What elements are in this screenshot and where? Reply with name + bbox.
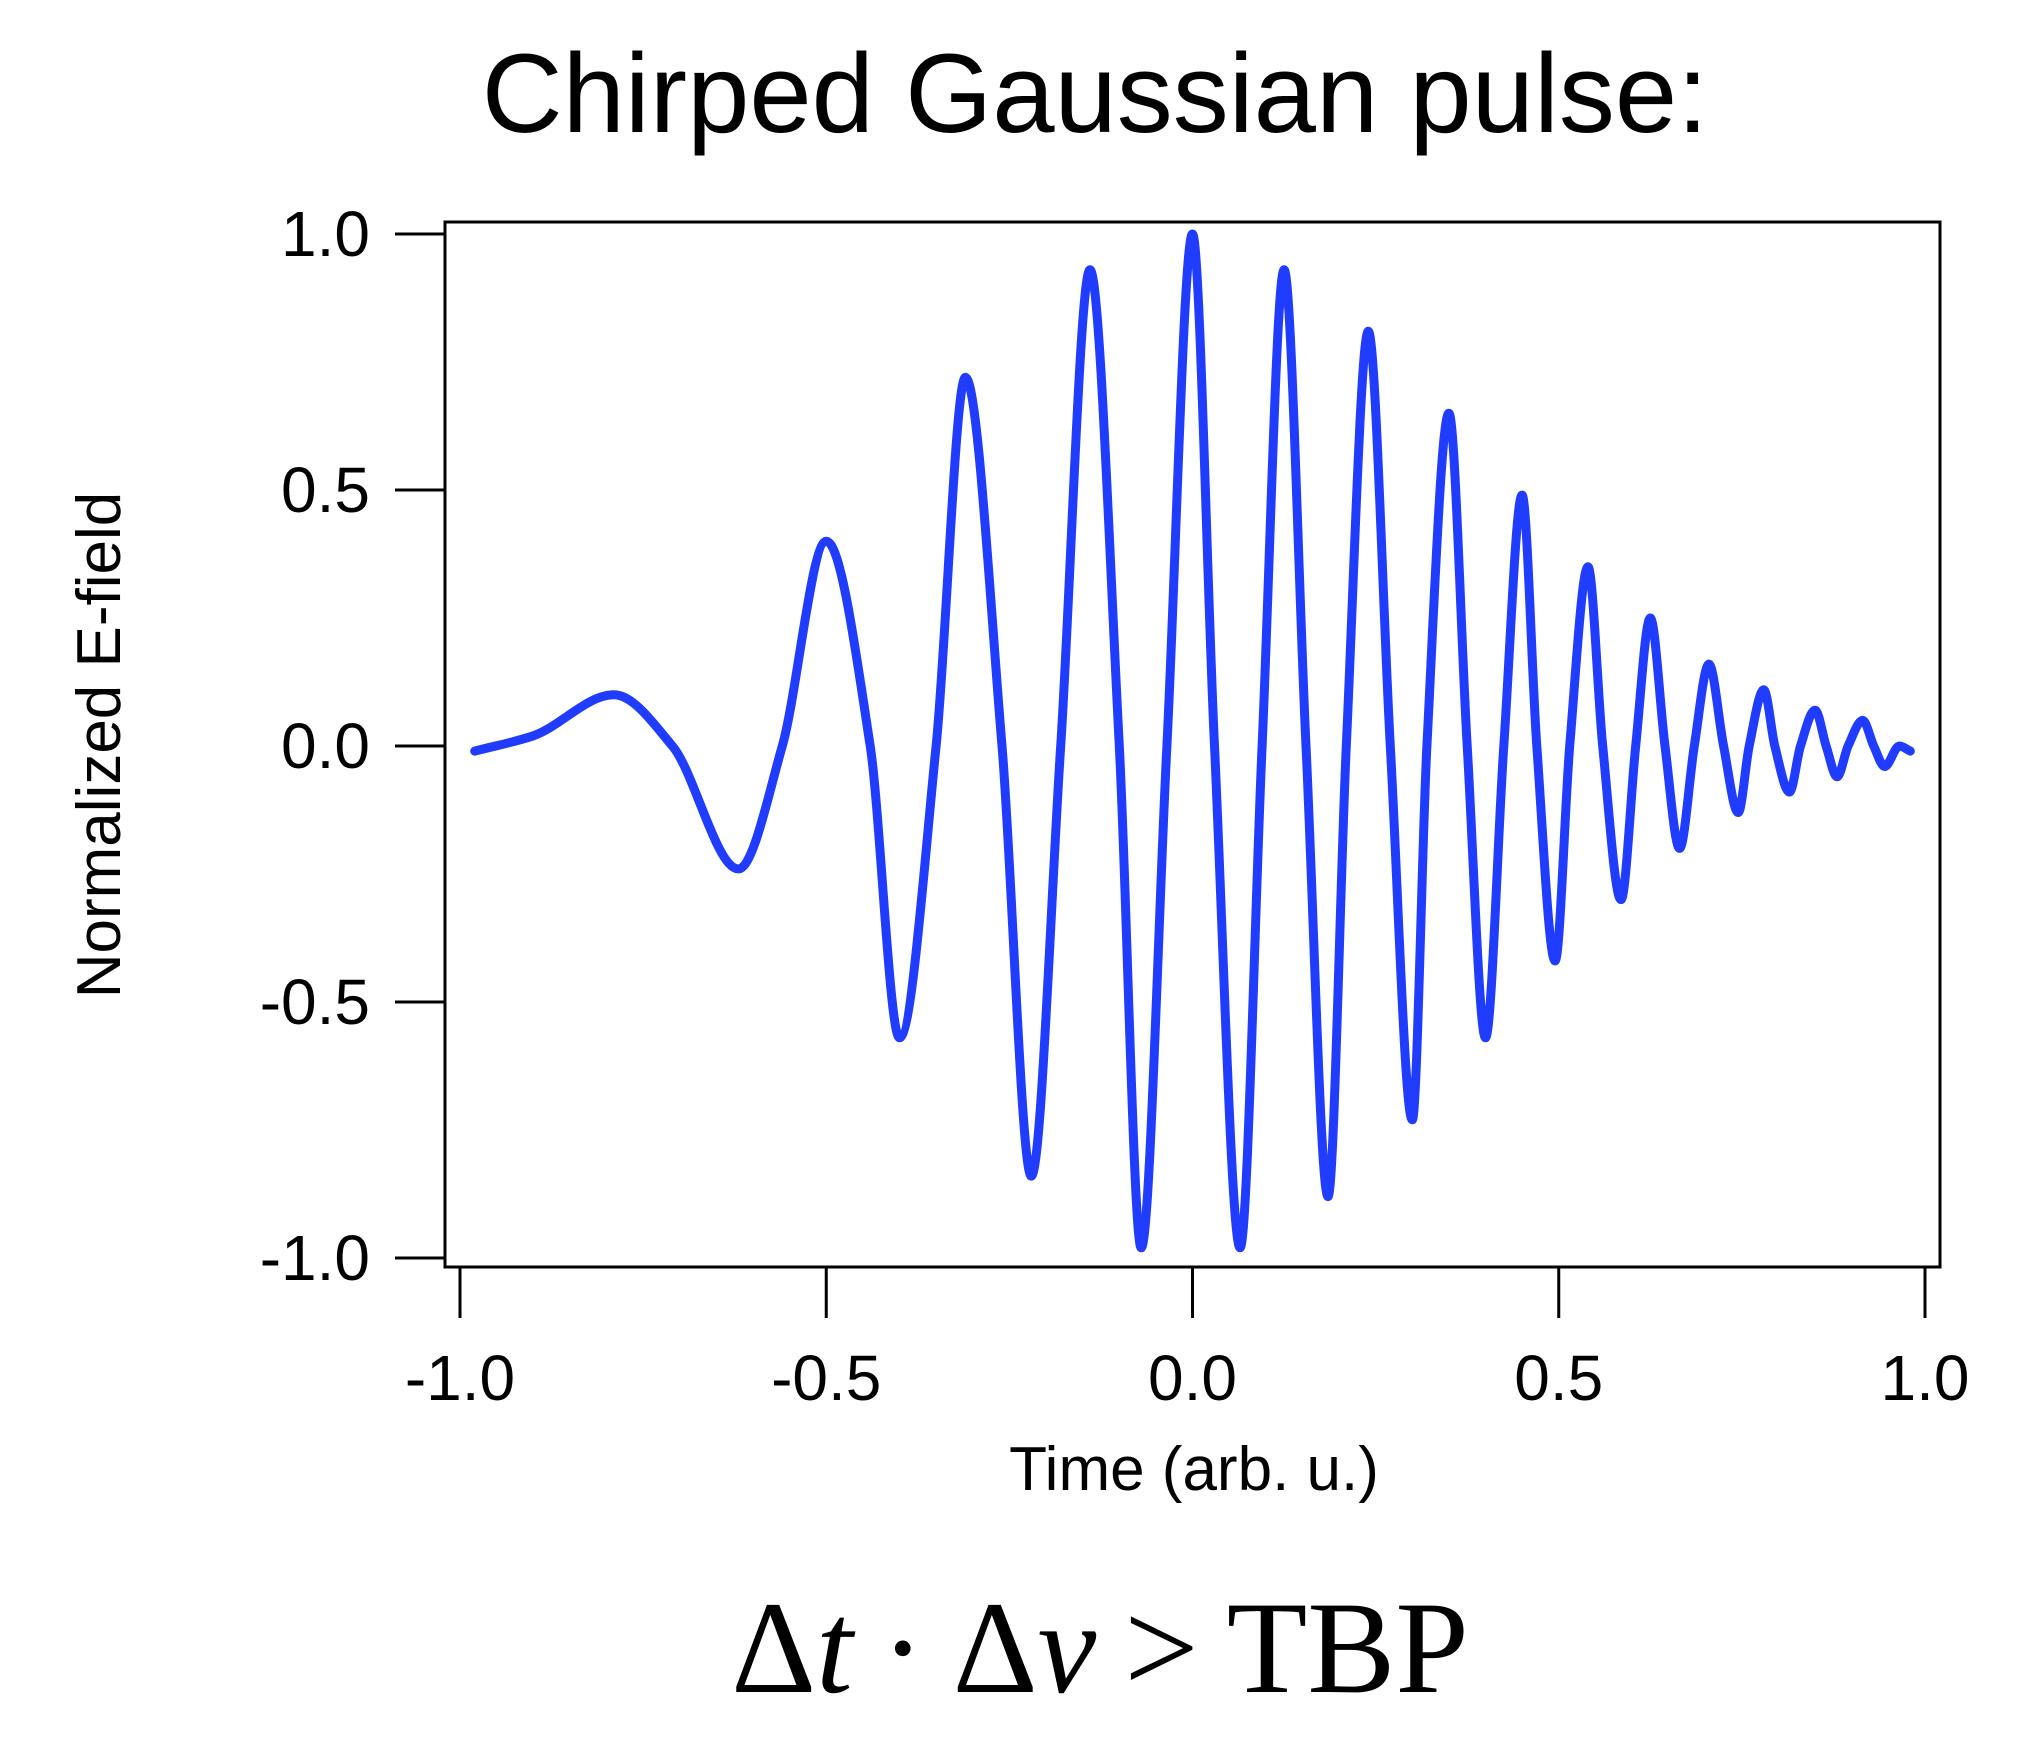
- y-tick-label: 1.0: [281, 198, 370, 270]
- x-tick-label: 0.5: [1514, 1342, 1603, 1414]
- delta-symbol-frequency: Δ: [952, 1574, 1038, 1721]
- y-axis-label: Normalized E-field: [65, 492, 134, 999]
- y-axis: 1.0 0.5 0.0 -0.5 -1.0: [260, 198, 445, 1294]
- x-tick-label: 0.0: [1148, 1342, 1237, 1414]
- x-tick-label: -1.0: [405, 1342, 515, 1414]
- tbp-text: TBP: [1226, 1574, 1469, 1721]
- x-axis-label: Time (arb. u.): [1009, 1435, 1379, 1504]
- y-tick-label: 0.0: [281, 710, 370, 782]
- x-tick-label: 1.0: [1881, 1342, 1970, 1414]
- greater-than-operator: >: [1124, 1574, 1199, 1721]
- frequency-variable: ν: [1037, 1574, 1097, 1721]
- y-tick-label: -1.0: [260, 1222, 370, 1294]
- dot-operator: ·: [880, 1574, 925, 1721]
- series-line-e-field: [470, 229, 1915, 1253]
- y-tick-label: 0.5: [281, 454, 370, 526]
- plot-frame: [443, 220, 1942, 1269]
- time-variable: t: [816, 1574, 853, 1721]
- x-tick-label: -0.5: [771, 1342, 881, 1414]
- y-tick-label: -0.5: [260, 966, 370, 1038]
- delta-symbol-time: Δ: [731, 1574, 817, 1721]
- time-bandwidth-formula: Δt · Δν > TBP: [0, 1575, 2017, 1720]
- series-layer: [470, 229, 1915, 1253]
- x-axis: -1.0 -0.5 0.0 0.5 1.0: [405, 1267, 1970, 1414]
- chart-title: Chirped Gaussian pulse:: [481, 31, 1709, 156]
- plot-area: 1.0 0.5 0.0 -0.5 -1.0 -1.0 -0.5 0.0 0.5 1.0 Time…: [65, 198, 1970, 1504]
